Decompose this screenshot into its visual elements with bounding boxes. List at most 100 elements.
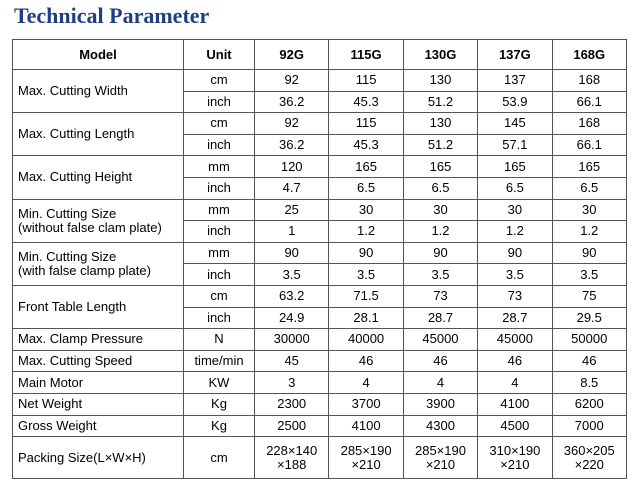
value-cell: 90	[551, 241, 627, 265]
parameter-name-line: Net Weight	[18, 396, 83, 412]
value-cell: 3.5	[477, 263, 553, 286]
parameter-name: Max. Cutting Speed	[12, 349, 184, 373]
value-cell: 7000	[551, 414, 627, 438]
value-cell: 1.2	[328, 220, 404, 243]
value-cell: 3700	[328, 392, 404, 416]
parameter-name-line: Max. Cutting Width	[18, 83, 128, 99]
value-cell: 2500	[253, 414, 330, 438]
value-cell: 6200	[551, 392, 627, 416]
unit-cell: inch	[183, 306, 255, 330]
value-cell: 75	[551, 284, 627, 308]
value-cell: 310×190 ×210	[477, 436, 553, 480]
header-model: Model	[12, 39, 184, 70]
table-row: Net Weight Kg 2300 3700 3900 4100 6200	[12, 392, 627, 416]
table-header-row: Model Unit 92G 115G 130G 137G 168G	[12, 39, 627, 70]
header-unit: Unit	[183, 39, 255, 70]
value-cell: 30000	[253, 328, 330, 351]
value-line: 310×190	[489, 442, 541, 458]
unit-cell: inch	[183, 176, 255, 200]
page-title: Technical Parameter	[14, 3, 210, 28]
value-cell: 1.2	[477, 220, 553, 243]
value-cell: 45000	[402, 328, 479, 351]
unit-cell: Kg	[183, 414, 255, 438]
value-cell: 115	[328, 69, 404, 92]
table-row: inch 36.2 45.3 51.2 53.9 66.1	[13, 90, 627, 114]
value-cell: 50000	[551, 328, 627, 351]
value-cell: 63.2	[253, 284, 330, 308]
value-cell: 30	[328, 198, 404, 222]
value-cell: 51.2	[402, 90, 479, 114]
value-cell: 66.1	[551, 90, 627, 114]
value-cell: 73	[477, 284, 553, 308]
table-row: Max. Cutting Length cm 92 115 130 145 168	[12, 112, 627, 157]
value-cell: 90	[477, 241, 553, 265]
value-cell: 51.2	[402, 133, 479, 157]
unit-cell: N	[183, 328, 255, 351]
value-cell: 3	[253, 371, 330, 394]
value-cell: 1	[253, 220, 330, 243]
value-cell: 4100	[328, 414, 404, 438]
value-cell: 25	[253, 198, 330, 222]
value-cell: 28.7	[402, 306, 479, 330]
value-cell: 285×190 ×210	[328, 436, 404, 480]
value-cell: 28.7	[477, 306, 553, 330]
table-row: inch 36.2 45.3 51.2 57.1 66.1	[13, 133, 627, 157]
table-row: inch 4.7 6.5 6.5 6.5 6.5	[13, 176, 627, 200]
value-cell: 92	[253, 112, 330, 135]
value-cell: 4.7	[253, 176, 330, 200]
value-cell: 3.5	[551, 263, 627, 286]
value-line: ×210	[500, 456, 530, 472]
value-cell: 46	[477, 349, 553, 373]
table-body: Max. Cutting Width cm 92 115 130 137 168 inch 36…	[12, 68, 627, 480]
parameter-name: Main Motor	[12, 371, 184, 394]
header-model-92g: 92G	[253, 39, 330, 70]
value-cell: 45	[253, 349, 330, 373]
value-cell: 2300	[253, 392, 330, 416]
value-cell: 145	[477, 112, 553, 135]
parameter-name: Min. Cutting Size (with false clamp plate…	[12, 241, 184, 286]
value-cell: 3.5	[253, 263, 330, 286]
table-row: inch 24.9 28.1 28.7 28.7 29.5	[13, 306, 627, 330]
value-cell: 115	[328, 112, 404, 135]
unit-cell: inch	[183, 220, 255, 243]
value-cell: 4	[477, 371, 553, 394]
table-row: Min. Cutting Size (with false clamp plate…	[12, 241, 627, 286]
value-cell: 168	[551, 69, 627, 92]
value-cell: 66.1	[551, 133, 627, 157]
value-cell: 4	[328, 371, 404, 394]
value-cell: 168	[551, 112, 627, 135]
value-cell: 90	[328, 241, 404, 265]
unit-cell: mm	[183, 155, 255, 178]
value-cell: 165	[477, 155, 553, 178]
value-cell: 46	[551, 349, 627, 373]
table-row: Min. Cutting Size (without false clam pla…	[12, 198, 627, 243]
value-cell: 30	[477, 198, 553, 222]
parameter-name-line: Front Table Length	[18, 299, 127, 315]
parameter-name: Max. Cutting Height	[12, 155, 184, 200]
value-cell: 30	[402, 198, 479, 222]
value-cell: 4500	[477, 414, 553, 438]
parameter-name: Max. Cutting Width	[12, 68, 184, 114]
parameter-name-line: Packing Size(L×W×H)	[18, 449, 146, 465]
value-cell: 28.1	[328, 306, 404, 330]
parameter-name-line: Gross Weight	[18, 417, 97, 433]
value-cell: 45000	[477, 328, 553, 351]
value-cell: 46	[328, 349, 404, 373]
unit-cell: inch	[183, 90, 255, 114]
value-cell: 360×205 ×220	[551, 436, 627, 480]
value-line: ×220	[574, 456, 604, 472]
value-line: 285×190	[414, 442, 466, 458]
value-cell: 137	[477, 69, 553, 92]
parameter-name-line: Main Motor	[18, 374, 84, 390]
table-row: inch 3.5 3.5 3.5 3.5 3.5	[13, 263, 627, 286]
value-cell: 165	[402, 155, 479, 178]
value-cell: 165	[551, 155, 627, 178]
value-cell: 130	[402, 112, 479, 135]
value-cell: 24.9	[253, 306, 330, 330]
parameter-name: Min. Cutting Size (without false clam pla…	[12, 198, 184, 243]
table-row: Gross Weight Kg 2500 4100 4300 4500 7000	[12, 414, 627, 438]
value-cell: 6.5	[551, 176, 627, 200]
unit-cell: cm	[183, 436, 255, 480]
table-row: Front Table Length cm 63.2 71.5 73 73 75	[12, 284, 627, 330]
value-line: 360×205	[563, 442, 615, 458]
